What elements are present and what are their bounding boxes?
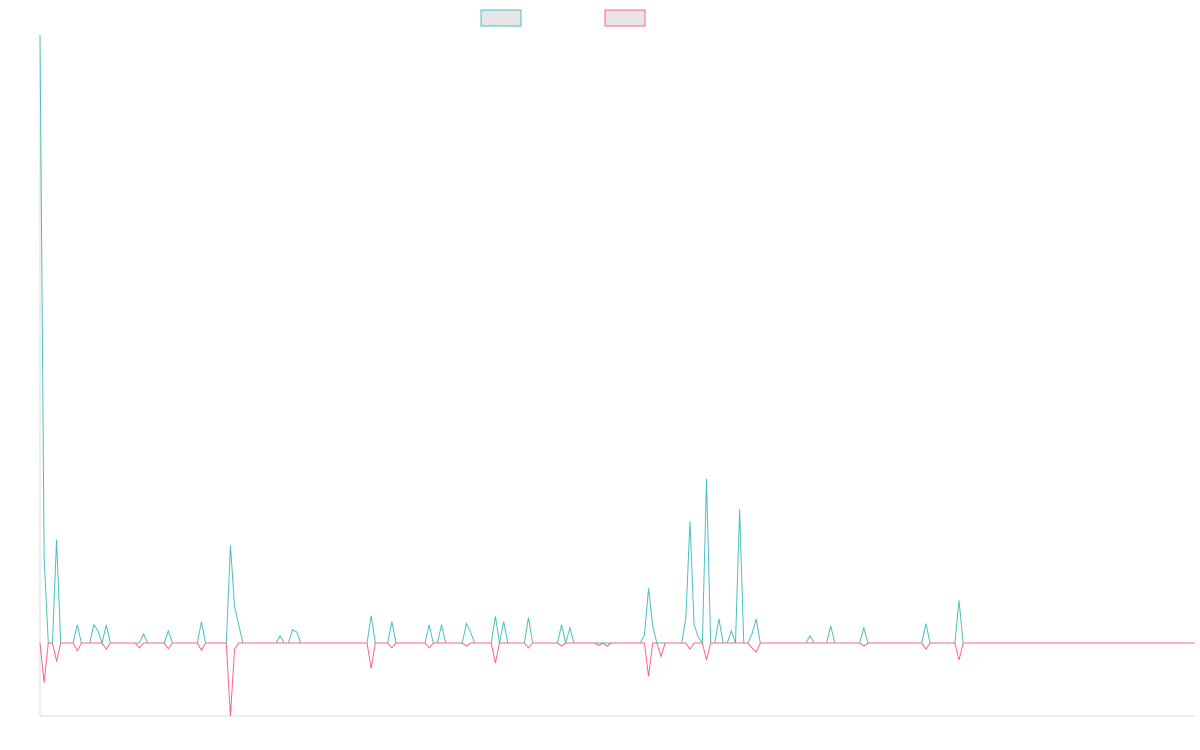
legend [480,9,646,27]
legend-swatch-series-1[interactable] [480,9,522,27]
legend-swatch-series-2[interactable] [604,9,646,27]
series-line-2 [39,642,1195,717]
series-line-1 [39,34,1195,645]
series-layer [39,34,1195,717]
